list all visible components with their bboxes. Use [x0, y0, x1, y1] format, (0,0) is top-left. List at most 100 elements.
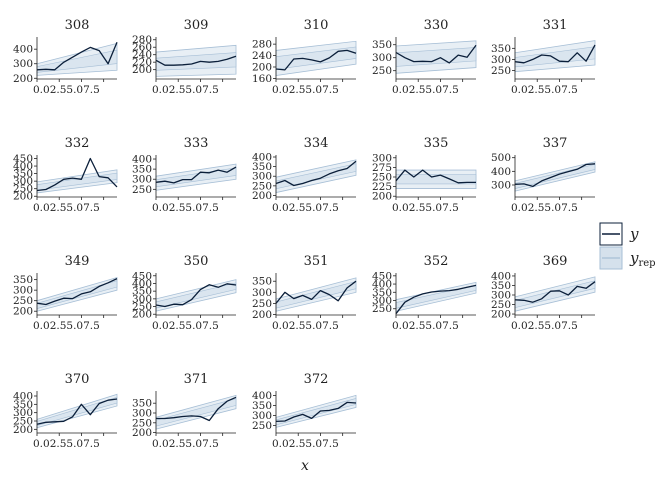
series-line-y [36, 41, 118, 71]
panel-title: 352 [424, 254, 449, 269]
y-tick-label: 300 [252, 287, 272, 299]
y-tick-label: 350 [13, 274, 33, 286]
y-tick-label: 250 [372, 172, 392, 184]
x-tick-labels: 0.02.55.07.5 [152, 438, 219, 450]
y-tick-label: 250 [132, 184, 152, 196]
panel-title: 350 [184, 254, 209, 269]
y-tick-label: 250 [252, 180, 272, 192]
y-tick-label: 250 [13, 183, 33, 195]
legend-label: y [629, 225, 639, 243]
y-tick-label: 250 [252, 420, 272, 432]
panel-title: 309 [184, 18, 209, 33]
y-tick-label: 200 [13, 424, 33, 436]
y-tick-label: 275 [372, 162, 392, 174]
y-tick-label: 220 [132, 57, 152, 69]
predictive-band-inner [155, 398, 237, 427]
y-tick-label: 280 [252, 39, 272, 51]
panel-title: 337 [543, 136, 568, 151]
x-tick-labels: 0.02.55.07.5 [511, 84, 578, 96]
y-tick-label: 200 [132, 64, 152, 76]
y-tick-label: 350 [132, 286, 152, 298]
legend-label-text: y [629, 225, 639, 243]
x-tick-labels: 0.02.55.07.5 [511, 320, 578, 332]
y-tick-label: 450 [372, 270, 392, 282]
y-tick-label: 400 [491, 166, 511, 178]
panel-title: 372 [304, 372, 329, 387]
y-tick-label: 200 [13, 191, 33, 203]
panel-title: 331 [543, 18, 568, 33]
panel-title: 334 [304, 136, 329, 151]
series-line-y [275, 49, 357, 71]
y-tick-label: 350 [132, 164, 152, 176]
y-tick-label: 250 [132, 301, 152, 313]
y-tick-label: 200 [372, 191, 392, 203]
panel-title: 369 [543, 254, 568, 269]
panel-title: 349 [65, 254, 90, 269]
y-tick-label: 280 [132, 34, 152, 46]
series-line-y [155, 55, 237, 66]
y-tick-label: 250 [372, 65, 392, 77]
panel-title: 371 [184, 372, 209, 387]
panel-title: 332 [65, 136, 90, 151]
series-line-y [275, 160, 357, 187]
y-tick-label: 250 [13, 416, 33, 428]
y-tick-label: 350 [252, 161, 272, 173]
series-line-y [275, 401, 357, 423]
series-line-y [36, 157, 118, 192]
panel-title: 310 [304, 18, 329, 33]
series-line-y [395, 44, 477, 64]
y-tick-label: 300 [132, 174, 152, 186]
legend-entry-y: y [599, 222, 639, 246]
predictive-band-inner [36, 280, 118, 309]
panel-title: 308 [65, 18, 90, 33]
panel-title: 351 [304, 254, 329, 269]
y-tick-label: 400 [132, 278, 152, 290]
y-tick-label: 160 [252, 73, 272, 85]
x-tick-labels: 0.02.55.07.5 [33, 438, 100, 450]
panel-308: 308 200 300 400 0.02.55.07.5 [13, 18, 118, 96]
y-tick-label: 200 [491, 309, 511, 321]
legend-label-text: y [629, 249, 639, 267]
x-tick-labels: 0.02.55.07.5 [392, 202, 459, 214]
x-tick-labels: 0.02.55.07.5 [392, 320, 459, 332]
series-line-y [36, 398, 118, 425]
y-tick-label: 200 [13, 306, 33, 318]
y-tick-label: 250 [252, 298, 272, 310]
x-tick-labels: 0.02.55.07.5 [152, 320, 219, 332]
y-tick-label: 300 [372, 152, 392, 164]
y-tick-label: 250 [132, 417, 152, 429]
x-tick-labels: 0.02.55.07.5 [272, 438, 339, 450]
y-tick-label: 300 [13, 407, 33, 419]
x-tick-labels: 0.02.55.07.5 [33, 320, 100, 332]
x-tick-labels: 0.02.55.07.5 [272, 202, 339, 214]
y-tick-label: 400 [13, 44, 33, 56]
y-tick-label: 300 [132, 408, 152, 420]
y-tick-label: 450 [132, 270, 152, 282]
facet-panels: 3082003004000.02.55.07.53092002202402602… [13, 18, 596, 450]
y-tick-label: 300 [491, 54, 511, 66]
y-tick-label: 300 [252, 410, 272, 422]
x-tick-labels: 0.02.55.07.5 [152, 84, 219, 96]
series-line-y [275, 280, 357, 304]
y-tick-label: 200 [252, 190, 272, 202]
series-line-y [155, 166, 237, 184]
y-tick-label: 350 [372, 287, 392, 299]
y-tick-label: 300 [372, 52, 392, 64]
series-line-y [395, 169, 476, 184]
y-tick-label: 350 [491, 43, 511, 55]
y-tick-label: 250 [372, 303, 392, 315]
y-tick-label: 350 [372, 39, 392, 51]
x-tick-labels: 0.02.55.07.5 [152, 202, 219, 214]
y-tick-label: 350 [13, 168, 33, 180]
series-line-y [514, 44, 596, 64]
